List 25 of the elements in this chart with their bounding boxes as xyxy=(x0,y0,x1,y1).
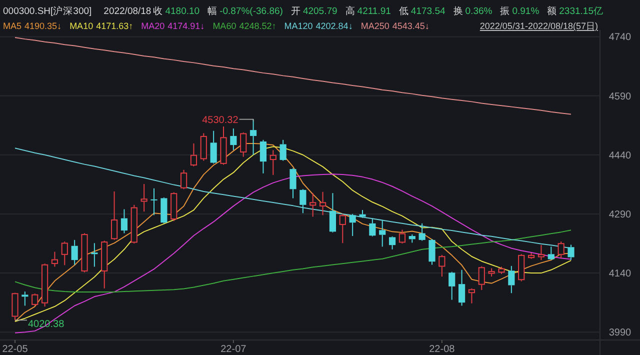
annotation: 4174.91↓ xyxy=(168,21,205,31)
text: MA5 xyxy=(3,21,22,31)
text: MA10 xyxy=(70,21,94,31)
annotation: 2022/05/31-2022/08/18(57日) xyxy=(480,21,598,31)
y-tick-label: 4290 xyxy=(608,209,632,220)
y-tick-label: 4740 xyxy=(608,32,632,44)
annotation: 4248.52↑ xyxy=(239,21,276,31)
x-tick-label: 22-05 xyxy=(2,344,28,355)
annotation: 4171.63↑ xyxy=(96,21,134,31)
x-tick-label: 22-07 xyxy=(220,344,247,355)
y-tick-label: 4590 xyxy=(608,91,632,102)
text: 2022/08/18 收 4180.10 幅 -0.87%(-36.86) 开 4205.79 高 4211.91 低 4173.54 换 0.36% 振 0.91% 额 2331.15亿 xyxy=(104,6,604,17)
annotation: 4202.84↓ xyxy=(316,21,353,31)
annotation: 4543.45↓ xyxy=(392,21,430,31)
annotation: 4530.32 xyxy=(202,114,239,126)
text: MA250 xyxy=(360,21,390,31)
y-tick-label: 4140 xyxy=(608,268,632,280)
y-tick-label: 3990 xyxy=(608,328,632,339)
annotation: 4190.35↓ xyxy=(24,21,62,31)
text: MA60 xyxy=(212,21,236,31)
x-tick-label: 22-08 xyxy=(429,344,456,355)
y-tick-label: 4440 xyxy=(608,150,632,162)
text: MA120 xyxy=(284,21,313,31)
chart-title: 000300.SH[沪深300] xyxy=(3,5,92,17)
text: MA20 xyxy=(141,21,165,31)
